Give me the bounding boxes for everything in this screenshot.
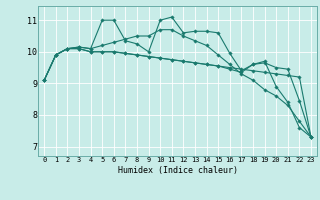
X-axis label: Humidex (Indice chaleur): Humidex (Indice chaleur) — [118, 166, 238, 175]
